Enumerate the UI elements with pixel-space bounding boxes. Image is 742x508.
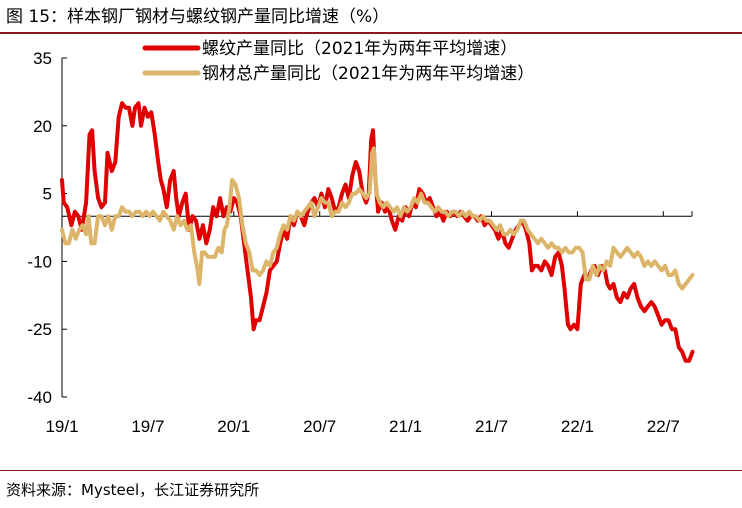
y-tick-label: 5: [43, 185, 52, 204]
x-tick-label: 21/1: [389, 417, 422, 436]
y-tick-label: 35: [33, 49, 52, 68]
x-tick-label: 19/1: [45, 417, 78, 436]
x-tick-label: 20/1: [217, 417, 250, 436]
figure-title: 图 15：样本钢厂钢材与螺纹钢产量同比增速（%）: [6, 7, 390, 27]
series-line-steel-total: [60, 146, 695, 291]
title-divider: [0, 32, 742, 34]
series-layer: [60, 101, 695, 363]
chart-legend: 螺纹产量同比（2021年为两年平均增速） 钢材总产量同比（2021年为两年平均增速…: [142, 39, 534, 84]
x-tick-label: 22/1: [561, 417, 594, 436]
x-tick-label: 20/7: [303, 417, 336, 436]
series-line-rebar: [60, 101, 695, 363]
y-tick-label: -10: [27, 252, 52, 271]
y-tick-label: -40: [27, 388, 52, 407]
footer-divider: [0, 470, 742, 471]
chart-axes: 35 20 5 -10 -25 -40 19/1 19/7 20/1 20/7 21/1 21/7 22…: [27, 49, 693, 436]
line-chart: 35 20 5 -10 -25 -40 19/1 19/7 20/1 20/7 21/1 21/7 22…: [27, 39, 695, 436]
y-tick-label: -25: [27, 320, 52, 339]
x-tick-label: 22/7: [647, 417, 680, 436]
y-tick-label: 20: [33, 117, 52, 136]
legend-label-rebar: 螺纹产量同比（2021年为两年平均增速）: [202, 39, 517, 59]
source-note: 资料来源：Mysteel，长江证券研究所: [6, 481, 260, 499]
legend-label-steel-total: 钢材总产量同比（2021年为两年平均增速）: [202, 64, 534, 84]
x-tick-label: 21/7: [475, 417, 508, 436]
x-tick-label: 19/7: [131, 417, 164, 436]
